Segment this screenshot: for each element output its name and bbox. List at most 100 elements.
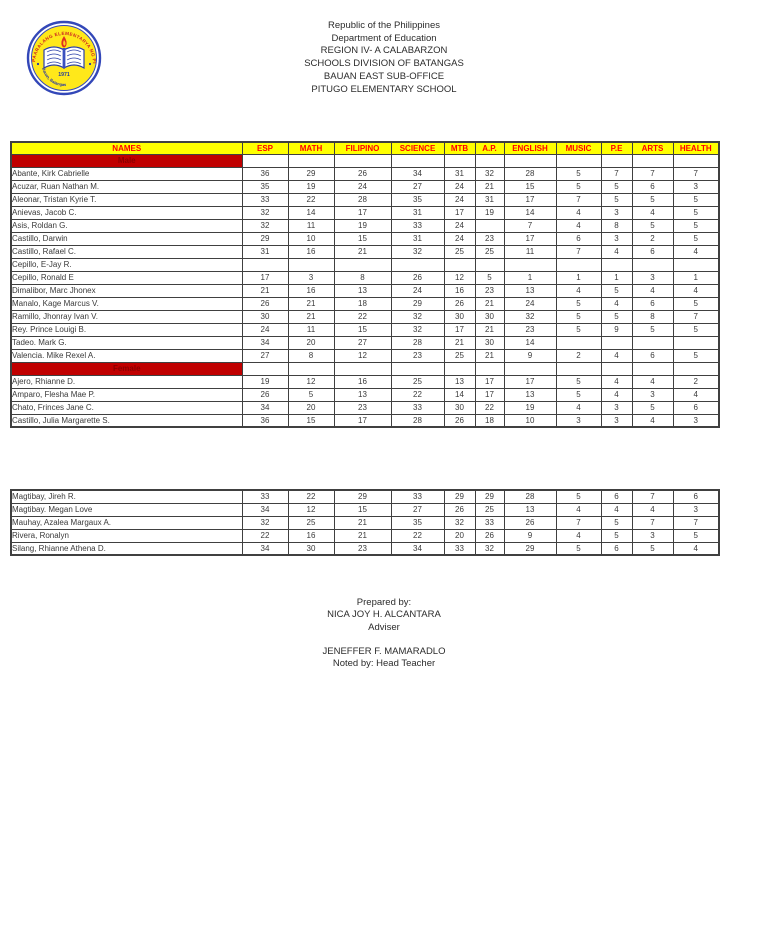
score-cell: 15: [503, 179, 557, 194]
score-cell: 33: [241, 489, 289, 504]
score-cell: 26: [333, 166, 392, 181]
score-cell: 17: [474, 374, 505, 389]
column-header-health: HEALTH: [672, 141, 720, 155]
score-cell: 20: [443, 528, 476, 543]
empty-cell: [672, 153, 720, 168]
score-cell: 21: [333, 244, 392, 259]
score-cell: 19: [241, 374, 289, 389]
section-label-female: Female: [10, 361, 243, 376]
score-cell: 5: [600, 179, 633, 194]
score-cell: 29: [287, 166, 335, 181]
score-cell: 36: [241, 413, 289, 428]
score-cell: 4: [672, 541, 720, 556]
score-cell: 3: [287, 270, 335, 285]
score-cell: 4: [631, 413, 674, 428]
score-cell: 5: [555, 489, 602, 504]
score-cell: 9: [503, 348, 557, 363]
score-cell: 21: [333, 528, 392, 543]
student-row: Mauhay, Azalea Margaux A. 32 25 21 35 32 33 26 7…: [10, 515, 720, 530]
score-cell: 21: [287, 296, 335, 311]
score-cell: 23: [333, 400, 392, 415]
score-cell: 32: [474, 166, 505, 181]
footer-spacer: [0, 634, 768, 646]
score-cell: 14: [503, 205, 557, 220]
score-cell: 24: [443, 179, 476, 194]
score-cell: [600, 257, 633, 272]
score-cell: 5: [631, 218, 674, 233]
student-row: Ajero, Rhianne D. 19 12 16 25 13 17 17 5 4 4 2: [10, 374, 720, 389]
score-cell: 17: [503, 374, 557, 389]
score-cell: 27: [333, 335, 392, 350]
score-cell: 1: [555, 270, 602, 285]
score-cell: 9: [600, 322, 633, 337]
student-name: Asis, Roldan G.: [10, 218, 243, 233]
score-cell: 13: [503, 283, 557, 298]
empty-cell: [672, 361, 720, 376]
header-text-block: Republic of the Philippines Department o…: [0, 20, 768, 96]
student-name: Magtibay. Megan Love: [10, 502, 243, 517]
score-cell: 23: [503, 322, 557, 337]
score-cell: 4: [600, 244, 633, 259]
student-row: Dimalibor, Marc Jhonex 21 16 13 24 16 23 13 4 5 4 4: [10, 283, 720, 298]
score-cell: 6: [631, 244, 674, 259]
score-cell: 3: [631, 387, 674, 402]
score-cell: 1: [600, 270, 633, 285]
score-cell: 6: [672, 489, 720, 504]
student-row: Aleonar, Tristan Kyrie T. 33 22 28 35 24 31 17 7…: [10, 192, 720, 207]
score-cell: 27: [241, 348, 289, 363]
score-cell: 3: [631, 528, 674, 543]
score-cell: 11: [287, 218, 335, 233]
score-cell: 24: [333, 179, 392, 194]
score-cell: [555, 257, 602, 272]
column-header-english: ENGLISH: [503, 141, 557, 155]
score-cell: 22: [390, 528, 445, 543]
score-cell: 26: [241, 296, 289, 311]
header-line-region: REGION IV- A CALABARZON: [320, 45, 448, 57]
score-cell: 7: [672, 166, 720, 181]
section-band-row-female: Female: [10, 361, 720, 376]
header-line-department: Department of Education: [331, 32, 437, 44]
score-cell: 34: [390, 166, 445, 181]
score-cell: 7: [672, 309, 720, 324]
column-header-math: MATH: [287, 141, 335, 155]
score-cell: 24: [503, 296, 557, 311]
score-cell: 17: [443, 205, 476, 220]
student-row: Ramillo, Jhonray Ivan V. 30 21 22 32 30 30 32 5 5…: [10, 309, 720, 324]
score-cell: 5: [600, 192, 633, 207]
score-cell: 27: [390, 502, 445, 517]
score-cell: 15: [333, 502, 392, 517]
score-cell: 5: [555, 374, 602, 389]
student-row: Magtibay. Megan Love 34 12 15 27 26 25 13 4 4 4 3: [10, 502, 720, 517]
score-cell: [631, 257, 674, 272]
score-cell: 21: [443, 335, 476, 350]
score-cell: 26: [241, 387, 289, 402]
student-name: Chato, Frinces Jane C.: [10, 400, 243, 415]
score-cell: 10: [287, 231, 335, 246]
score-cell: 25: [474, 244, 505, 259]
score-cell: 30: [443, 309, 476, 324]
score-cell: 8: [600, 218, 633, 233]
student-name: Dimalibor, Marc Jhonex: [10, 283, 243, 298]
score-cell: 30: [474, 309, 505, 324]
score-cell: 5: [555, 296, 602, 311]
student-name: Magtibay, Jireh R.: [10, 489, 243, 504]
score-cell: 21: [474, 348, 505, 363]
student-row: Manalo, Kage Marcus V. 26 21 18 29 26 21 24 5 4 6 5: [10, 296, 720, 311]
score-cell: 5: [555, 309, 602, 324]
score-cell: 7: [672, 515, 720, 530]
score-cell: [241, 257, 289, 272]
score-cell: 8: [287, 348, 335, 363]
empty-cell: [600, 361, 633, 376]
torch-icon: [61, 36, 67, 68]
score-cell: 12: [443, 270, 476, 285]
score-cell: 29: [443, 489, 476, 504]
score-cell: 19: [474, 205, 505, 220]
score-cell: 13: [443, 374, 476, 389]
score-cell: 33: [390, 400, 445, 415]
header-line-division: SCHOOLS DIVISION OF BATANGAS: [304, 58, 464, 70]
score-cell: 24: [443, 192, 476, 207]
score-cell: 22: [287, 192, 335, 207]
section-label-male: Male: [10, 153, 243, 168]
score-cell: 7: [555, 244, 602, 259]
score-cell: 9: [503, 528, 557, 543]
